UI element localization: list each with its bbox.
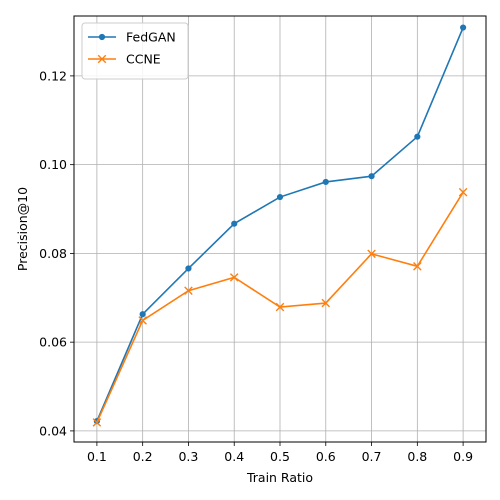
ccne-point [413,261,422,271]
fedgan-point [231,220,238,227]
x-tick-label: 0.2 [133,449,153,464]
x-tick-label: 0.4 [224,449,244,464]
ccne-point-stroke-b [367,249,376,259]
x-tick-label: 0.9 [453,449,473,464]
ccne-point-stroke-b [92,418,102,427]
ccne-point-stroke-b [413,261,422,271]
ccne-point [275,302,285,312]
legend-item-fedgan: FedGAN [88,30,176,45]
legend: FedGAN CCNE [81,22,189,80]
x-tick-label: 0.7 [362,449,382,464]
ccne-point [458,187,468,197]
fedgan-point [460,24,467,31]
x-tick-label: 0.1 [87,449,107,464]
grid-lines [74,16,486,442]
ccne-point [321,298,331,308]
ccne-point-stroke-b [138,316,147,325]
fedgan-point [322,178,329,186]
y-tick-label: 0.08 [39,246,67,261]
legend-swatch-marker [98,33,106,41]
legend-label: FedGAN [126,30,176,45]
ccne-point [367,249,376,259]
legend-label: CCNE [126,52,161,67]
ccne-point [229,273,239,282]
fedgan-point [185,265,192,272]
y-axis-label: Precision@10 [15,187,30,271]
y-tick-label: 0.06 [39,335,67,350]
y-axis-ticks: 0.04 0.06 0.08 0.10 0.12 [39,68,74,438]
ccne-point-stroke-b [275,302,285,312]
legend-item-ccne: CCNE [88,52,161,67]
ccne-point-stroke-b [229,273,239,282]
ccne-point [92,418,102,427]
x-tick-label: 0.5 [270,449,290,464]
fedgan-point [368,173,375,180]
ccne-point [184,286,193,295]
y-tick-label: 0.10 [39,157,67,172]
fedgan-point [139,311,146,318]
ccne-point-stroke-b [321,298,331,308]
x-axis-ticks: 0.1 0.2 0.3 0.4 0.5 0.6 0.7 0.8 0.9 [87,442,473,464]
y-tick-label: 0.12 [39,68,67,83]
x-tick-label: 0.6 [316,449,336,464]
series-layer [92,24,468,427]
x-tick-label: 0.8 [407,449,427,464]
x-axis-label: Train Ratio [246,470,313,485]
x-tick-label: 0.3 [178,449,198,464]
ccne-point-stroke-b [184,286,193,295]
y-tick-label: 0.04 [39,423,67,438]
legend-swatch-marker-stroke-b [97,54,107,64]
fedgan-point [414,133,421,140]
series-fedgan [93,24,467,425]
fedgan-point [276,193,284,201]
legend-swatch-marker [97,54,107,64]
ccne-point-stroke-b [458,187,468,197]
series-ccne [92,187,468,427]
ccne-point [138,316,147,325]
